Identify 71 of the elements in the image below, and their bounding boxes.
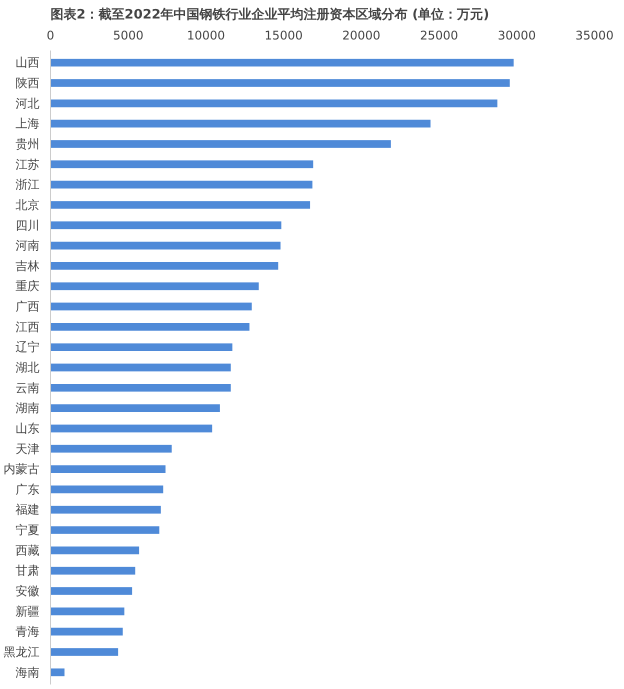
y-tick-label: 北京	[16, 198, 40, 212]
bar	[50, 262, 278, 270]
x-tick-label: 5000	[112, 28, 144, 42]
y-tick-label: 湖北	[16, 360, 40, 374]
y-tick-label: 贵州	[16, 136, 40, 151]
bar	[50, 221, 282, 230]
bar	[50, 486, 164, 494]
y-tick-label: 广东	[16, 482, 40, 496]
bar	[50, 465, 166, 473]
bar	[50, 587, 132, 595]
y-tick-label: 海南	[16, 665, 40, 680]
bar	[50, 404, 220, 412]
bar	[50, 424, 212, 432]
y-tick-label: 四川	[16, 218, 40, 232]
bar	[50, 58, 514, 67]
y-tick-label: 内蒙古	[4, 462, 40, 476]
y-tick-label: 黑龙江	[4, 644, 40, 659]
bar	[50, 79, 510, 87]
y-tick-label: 西藏	[16, 543, 40, 558]
bar	[50, 648, 118, 656]
bar	[50, 242, 281, 250]
x-tick-label: 35000	[575, 28, 614, 42]
y-tick-label: 上海	[16, 116, 40, 131]
y-tick-label: 河北	[16, 96, 40, 110]
bar	[50, 180, 312, 188]
y-tick-label: 福建	[16, 502, 40, 517]
x-tick-label: 0	[46, 28, 54, 42]
x-tick-label: 20000	[342, 28, 380, 42]
bar	[50, 99, 498, 108]
y-tick-label: 山东	[16, 421, 40, 436]
y-tick-label: 云南	[16, 380, 40, 395]
x-tick-label: 30000	[498, 28, 536, 42]
y-tick-label: 重庆	[16, 279, 40, 294]
x-tick-label: 10000	[186, 28, 226, 42]
y-tick-label: 安徽	[16, 584, 40, 598]
y-tick-label: 山西	[16, 56, 40, 70]
x-tick-label: 25000	[420, 28, 458, 42]
bar	[50, 282, 259, 290]
bar	[50, 444, 172, 453]
bar	[50, 201, 310, 209]
bar	[50, 668, 64, 676]
bar	[50, 607, 124, 616]
y-tick-label: 吉林	[16, 258, 40, 273]
y-tick-label: 河南	[16, 238, 40, 253]
bar	[50, 160, 314, 168]
bar	[50, 120, 431, 128]
bar	[50, 566, 136, 575]
y-tick-label: 江西	[16, 320, 40, 334]
y-tick-label: 宁夏	[16, 523, 40, 538]
x-tick-label: 15000	[264, 28, 303, 42]
y-tick-label: 青海	[16, 624, 40, 639]
y-tick-label: 浙江	[16, 178, 40, 192]
y-tick-label: 陕西	[16, 76, 40, 90]
y-tick-label: 甘肃	[16, 564, 40, 578]
y-tick-label: 天津	[16, 442, 40, 456]
bar	[50, 323, 250, 331]
bar	[50, 628, 123, 636]
bar	[50, 343, 232, 352]
bar	[50, 364, 231, 372]
y-tick-label: 新疆	[16, 604, 40, 618]
y-tick-label: 广西	[16, 300, 40, 314]
bar	[50, 384, 231, 392]
y-tick-label: 江苏	[16, 157, 40, 172]
bar	[50, 140, 391, 148]
bar	[50, 302, 252, 310]
bar	[50, 546, 140, 554]
chart-title: 图表2：截至2022年中国钢铁行业企业平均注册资本区域分布 (单位：万元)	[50, 6, 490, 22]
bar	[50, 506, 161, 514]
y-tick-label: 湖南	[16, 401, 40, 416]
y-tick-label: 辽宁	[16, 340, 40, 354]
bar	[50, 526, 160, 534]
